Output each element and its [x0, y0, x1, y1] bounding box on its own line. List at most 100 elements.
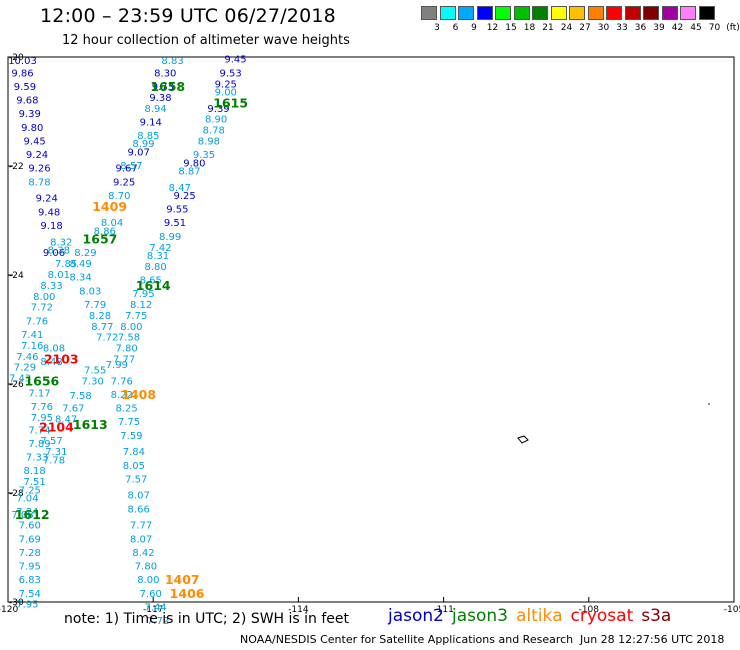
colorbar-swatch	[569, 6, 585, 20]
jason2-wave-value: 9.53	[220, 68, 242, 79]
jason3-wave-value: 7.75	[125, 311, 147, 322]
chart-title: 12:00 – 23:59 UTC 06/27/2018	[40, 5, 336, 27]
x-tick-label: -105	[724, 605, 740, 615]
pass-time-label: 1615	[213, 95, 248, 110]
legend-entry-jason2: jason2	[388, 606, 444, 626]
legend-entry-s3a: s3a	[641, 606, 672, 626]
jason2-wave-value: 9.80	[183, 158, 205, 169]
colorbar-swatch	[476, 6, 493, 20]
x-tick-label: -117	[143, 605, 163, 615]
jason3-wave-value: 9.00	[215, 87, 237, 98]
jason2-wave-value: 9.26	[28, 164, 50, 175]
x-tick-label: -120	[0, 605, 18, 615]
colorbar-label: 9	[471, 23, 477, 33]
jason3-wave-value: 7.29	[14, 363, 36, 374]
jason3-wave-value: 8.86	[94, 226, 116, 237]
jason2-wave-value: 9.39	[207, 104, 229, 115]
jason2-wave-value: 9.67	[115, 164, 137, 175]
jason2-wave-value: 9.38	[149, 93, 171, 104]
colorbar-label: 6	[452, 23, 459, 33]
colorbar-swatch	[495, 6, 511, 20]
jason3-wave-value: 8.08	[43, 344, 65, 355]
colorbar-label: 70	[708, 23, 721, 33]
jason2-wave-value: 9.86	[11, 68, 33, 79]
colorbar-swatch	[661, 6, 678, 20]
pass-time-label: 2104	[39, 420, 74, 435]
colorbar-label: 36	[634, 23, 647, 33]
jason2-wave-value: 10.03	[8, 56, 37, 67]
jason3-wave-value: 8.03	[79, 286, 101, 297]
jason3-wave-value: 8.47	[55, 414, 77, 425]
jason3-wave-value: 8.87	[178, 166, 200, 177]
jason3-wave-value: 7.72	[31, 303, 53, 314]
jason3-wave-value: 8.25	[115, 404, 137, 415]
jason3-wave-value: 7.69	[19, 534, 41, 545]
jason2-wave-value: 9.25	[113, 177, 135, 188]
jason3-wave-value: 7.95	[16, 600, 38, 611]
colorbar-label: 45	[690, 23, 702, 33]
jason3-wave-value: 7.30	[82, 376, 104, 387]
jason3-wave-value: 8.22	[111, 390, 133, 401]
jason3-wave-value: 8.01	[48, 270, 70, 281]
pass-time-label: 1408	[121, 387, 156, 402]
jason3-wave-value: 7.24	[16, 507, 38, 518]
colorbar-label: 42	[671, 23, 684, 33]
x-tick-label: -114	[288, 605, 309, 615]
jason3-wave-value: 7.42	[149, 243, 171, 254]
jason3-wave-value: 8.04	[101, 218, 123, 229]
jason3-wave-value: 8.34	[69, 273, 91, 284]
jason3-wave-value: 8.83	[161, 56, 183, 67]
jason3-wave-value: 7.85	[55, 259, 77, 270]
jason3-wave-value: 8.12	[130, 300, 152, 311]
pass-time-label: 1613	[73, 417, 108, 432]
jason3-wave-value: 7.58	[69, 391, 91, 402]
jason3-wave-value: 8.00	[120, 322, 142, 333]
jason2-wave-value: 9.14	[140, 117, 162, 128]
jason3-wave-value: 7.72	[96, 333, 118, 344]
pass-time-label: 1409	[92, 199, 127, 214]
generated-timestamp: Jun 28 12:27:56 UTC 2018	[580, 633, 725, 646]
pass-time-label: 1657	[83, 232, 118, 247]
jason3-wave-value: 8.42	[132, 548, 154, 559]
colorbar-label: 33	[616, 23, 628, 33]
jason3-wave-value: 8.90	[205, 115, 227, 126]
jason2-wave-value: 9.45	[224, 55, 246, 66]
jason2-wave-value: 9.80	[21, 123, 43, 134]
jason3-wave-value: 7.44	[144, 602, 166, 613]
jason3-wave-value: 7.33	[26, 453, 48, 464]
colorbar-swatch	[624, 6, 641, 20]
jason3-wave-value: 7.77	[113, 354, 135, 365]
jason3-wave-value: 7.58	[118, 333, 140, 344]
jason3-wave-value: 7.51	[23, 477, 45, 488]
colorbar-label: 27	[579, 23, 591, 33]
island-dot	[708, 403, 710, 405]
colorbar-label: 18	[523, 23, 536, 33]
jason3-wave-value: 7.77	[130, 521, 152, 532]
jason3-wave-value: 8.28	[89, 311, 111, 322]
jason3-wave-value: 8.33	[40, 281, 62, 292]
x-tick-label: -108	[579, 605, 600, 615]
jason3-wave-value: 8.07	[128, 491, 150, 502]
jason3-wave-value: 7.60	[19, 521, 41, 532]
colorbar-swatch	[513, 6, 530, 20]
jason3-wave-value: 8.70	[108, 191, 130, 202]
jason3-wave-value: 8.66	[128, 504, 150, 515]
jason3-wave-value: 8.78	[28, 177, 50, 188]
jason2-wave-value: 9.48	[38, 207, 60, 218]
jason3-wave-value: 8.48	[40, 357, 62, 368]
jason3-wave-value: 7.46	[16, 352, 38, 363]
jason3-wave-value: 8.31	[147, 251, 169, 262]
legend-entry-jason3: jason3	[452, 606, 508, 626]
jason2-wave-value: 9.24	[26, 150, 48, 161]
y-tick-label: -26	[9, 380, 24, 390]
jason3-wave-value: 8.65	[140, 275, 162, 286]
jason2-wave-value: 8.30	[154, 68, 176, 79]
jason3-wave-value: 7.31	[45, 447, 67, 458]
jason3-wave-value: 7.89	[28, 439, 50, 450]
jason3-wave-value: 7.67	[62, 404, 84, 415]
jason3-wave-value: 7.17	[28, 388, 50, 399]
jason3-wave-value: 8.85	[137, 131, 159, 142]
colorbar-label: 3	[434, 23, 440, 33]
pass-time-label: 1614	[136, 278, 171, 293]
